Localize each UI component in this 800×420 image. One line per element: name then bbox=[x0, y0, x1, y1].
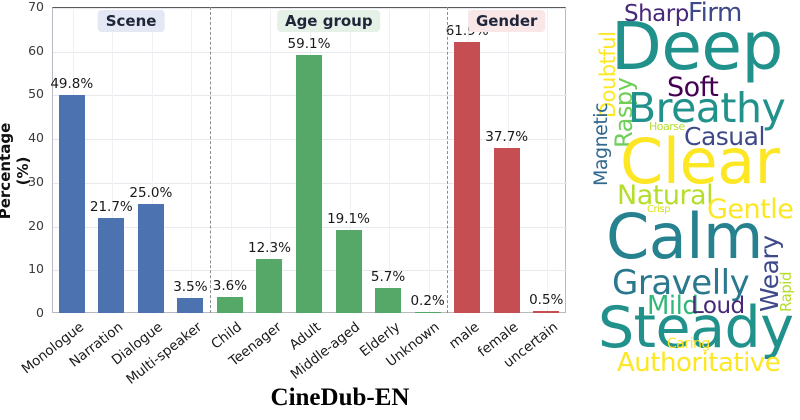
wordcloud-word-deep: Deep bbox=[611, 8, 783, 85]
bar-teenager bbox=[256, 259, 283, 313]
wordcloud-word-loud: Loud bbox=[691, 293, 745, 319]
group-header-gender: Gender bbox=[467, 10, 546, 32]
group-header-scene: Scene bbox=[97, 10, 165, 32]
bar-value-label: 12.3% bbox=[248, 240, 291, 257]
wordcloud-word-mild: Mild bbox=[647, 291, 699, 321]
gridline-vertical bbox=[428, 8, 430, 314]
bar-adult bbox=[296, 54, 322, 313]
chart-title: CineDub-EN bbox=[270, 384, 410, 411]
bar-value-label: 59.1% bbox=[287, 35, 331, 52]
wordcloud-word-soft: Soft bbox=[667, 72, 719, 103]
bar-multi-speaker bbox=[177, 297, 204, 313]
wordcloud-word-firm: Firm bbox=[688, 0, 742, 28]
gridline-vertical bbox=[349, 8, 351, 314]
wordcloud-word-authoritative: Authoritative bbox=[617, 348, 781, 378]
y-tick-label: 0 bbox=[36, 305, 44, 320]
y-tick-label: 10 bbox=[28, 261, 44, 277]
wordcloud-word-hoarse: Hoarse bbox=[649, 120, 685, 133]
bar-uncertain bbox=[533, 310, 560, 313]
wordcloud-word-crisp: Crisp bbox=[647, 204, 670, 215]
bar-female bbox=[493, 148, 520, 313]
gridline-vertical bbox=[230, 8, 232, 314]
y-tick-label: 70 bbox=[28, 0, 44, 15]
wordcloud-word-magnetic: Magnetic bbox=[590, 102, 612, 186]
gridline-vertical bbox=[191, 8, 193, 314]
wordcloud-word-gravelly: Gravelly bbox=[612, 263, 750, 303]
bar-value-label: 49.8% bbox=[50, 76, 94, 93]
bar-value-label: 3.6% bbox=[212, 278, 248, 295]
gridline-vertical bbox=[389, 8, 391, 314]
bar-value-label: 21.7% bbox=[89, 199, 133, 216]
bar-child bbox=[216, 297, 243, 313]
bar-dialogue bbox=[137, 203, 164, 313]
bar-value-label: 25.0% bbox=[129, 184, 173, 201]
y-tick-label: 40 bbox=[28, 130, 44, 146]
bar-middle-aged bbox=[335, 229, 362, 313]
group-separator bbox=[447, 7, 449, 313]
y-tick-label: 60 bbox=[28, 42, 44, 58]
wordcloud-word-casual: Casual bbox=[684, 122, 765, 151]
gridline-vertical bbox=[270, 8, 272, 314]
y-tick-label: 50 bbox=[28, 86, 44, 102]
wordcloud-word-caring: Caring bbox=[667, 336, 710, 352]
bar-elderly bbox=[375, 288, 402, 313]
wordcloud-word-clear: Clear bbox=[620, 125, 780, 198]
bar-chart: Percentage (%) CineDub-EN 0 10 20 30 40 50 60 7… bbox=[0, 0, 567, 411]
wordcloud-word-steady: Steady bbox=[598, 295, 794, 361]
y-tick-label: 20 bbox=[28, 217, 44, 233]
wordcloud-word-gentle: Gentle bbox=[707, 194, 794, 225]
bar-male bbox=[454, 42, 481, 313]
gridline-vertical bbox=[112, 8, 114, 314]
bar-value-label: 19.1% bbox=[327, 210, 370, 227]
wordcloud-word-natural: Natural bbox=[617, 180, 714, 211]
wordcloud: Sharp Firm Deep Doubtful Raspy Magnetic Soft Br… bbox=[575, 0, 800, 420]
bar-monologue bbox=[58, 95, 85, 313]
gridline-vertical bbox=[151, 8, 153, 314]
bar-value-label: 3.5% bbox=[173, 278, 208, 295]
wordcloud-word-calm: Calm bbox=[606, 200, 763, 273]
bar-value-label: 0.5% bbox=[529, 291, 564, 308]
wordcloud-word-sharp: Sharp bbox=[624, 1, 689, 27]
group-header-age-group: Age group bbox=[276, 10, 381, 32]
bar-value-label: 0.2% bbox=[410, 293, 445, 309]
bar-value-label: 5.7% bbox=[370, 269, 406, 286]
bar-narration bbox=[98, 218, 125, 313]
bar-value-label: 37.7% bbox=[485, 129, 529, 146]
group-separator bbox=[210, 7, 212, 313]
gridline-vertical bbox=[547, 8, 549, 314]
wordcloud-word-breathy: Breathy bbox=[628, 84, 786, 132]
bar-unknown bbox=[414, 312, 441, 313]
y-axis-label: Percentage (%) bbox=[0, 122, 32, 220]
y-tick-label: 30 bbox=[28, 173, 44, 189]
